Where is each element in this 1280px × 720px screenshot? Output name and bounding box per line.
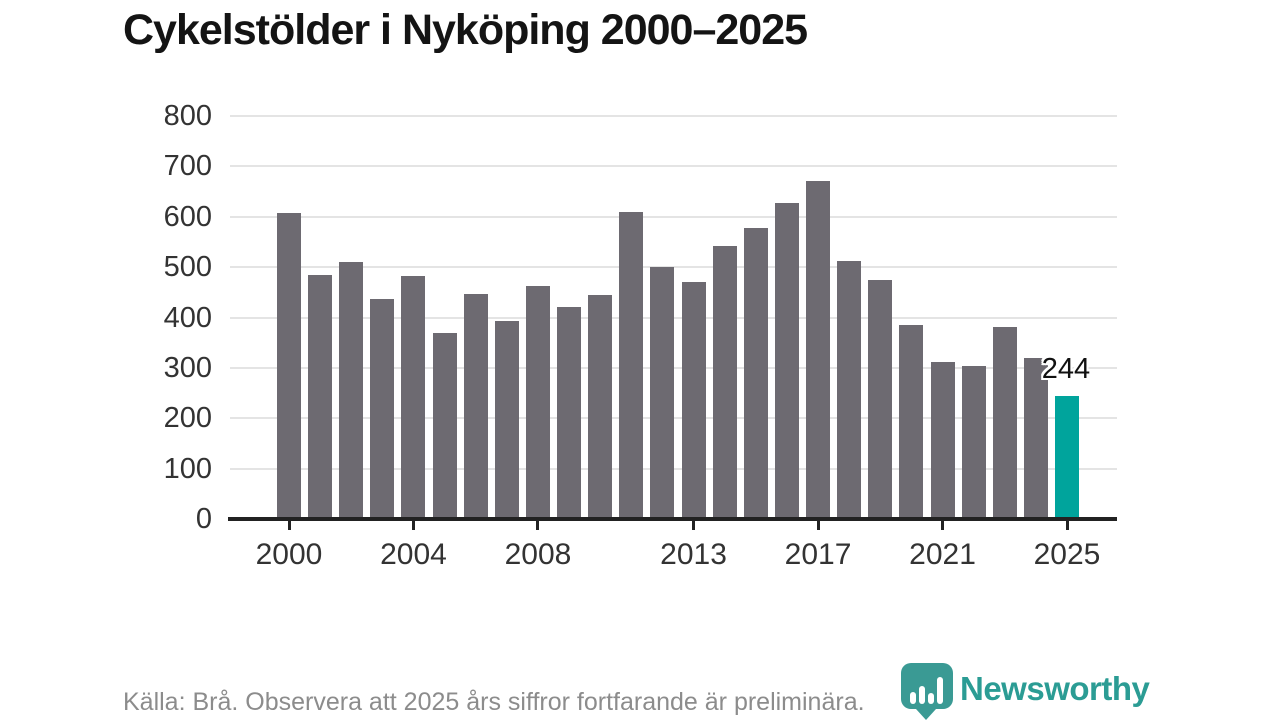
bar-2011 — [619, 211, 644, 519]
bar-2004 — [401, 276, 426, 519]
bar-2012 — [650, 267, 675, 519]
bar-2003 — [370, 299, 395, 519]
newsworthy-wordmark: Newsworthy — [960, 670, 1150, 707]
bar-2018 — [837, 261, 862, 519]
bar-2014 — [712, 245, 737, 519]
y-tick-label-300: 300 — [163, 351, 212, 384]
newsworthy-logo-icon — [901, 663, 953, 720]
gridline-800 — [230, 115, 1117, 117]
bar-2008 — [525, 286, 550, 519]
x-tick-label-2021: 2021 — [909, 538, 976, 571]
x-tick-2017 — [816, 521, 820, 530]
gridline-600 — [230, 215, 1117, 218]
bar-2020 — [899, 324, 924, 519]
bar-2024 — [1023, 357, 1048, 519]
y-tick-label-0: 0 — [195, 503, 212, 535]
x-tick-2000 — [287, 521, 291, 530]
chart-title: Cykelstölder i Nyköping 2000–2025 — [123, 6, 808, 54]
x-tick-label-2017: 2017 — [784, 538, 852, 571]
bar-2022 — [961, 365, 986, 519]
y-tick-label-800: 800 — [163, 100, 212, 132]
bar-2002 — [339, 262, 364, 519]
data-label-2025: 244 — [1041, 353, 1091, 385]
y-tick-label-100: 100 — [163, 452, 212, 485]
bar-2010 — [588, 295, 613, 519]
x-tick-2021 — [941, 521, 945, 530]
y-tick-label-600: 600 — [163, 200, 212, 233]
y-tick-label-200: 200 — [163, 402, 212, 435]
bar-2019 — [868, 280, 893, 519]
y-tick-label-500: 500 — [163, 251, 212, 284]
bar-2023 — [992, 326, 1017, 519]
bar-2009 — [557, 306, 582, 519]
x-tick-label-2000: 2000 — [255, 538, 323, 571]
bar-2021 — [930, 361, 955, 519]
x-tick-2004 — [411, 521, 415, 530]
x-tick-2008 — [536, 521, 540, 530]
x-tick-label-2008: 2008 — [504, 538, 572, 571]
x-tick-label-2004: 2004 — [380, 538, 447, 571]
source-note: Källa: Brå. Observera att 2025 års siffr… — [123, 688, 865, 716]
bar-2015 — [743, 227, 768, 519]
y-tick-label-700: 700 — [163, 150, 212, 183]
bar-2013 — [681, 282, 706, 519]
bar-2005 — [432, 332, 457, 519]
x-tick-label-2013: 2013 — [660, 538, 727, 571]
x-tick-label-2025: 2025 — [1033, 538, 1101, 571]
x-tick-2013 — [692, 521, 696, 530]
bar-2001 — [308, 274, 333, 519]
bar-2025 — [1055, 396, 1079, 519]
bar-2017 — [806, 181, 831, 519]
bar-2000 — [277, 213, 301, 519]
y-tick-label-400: 400 — [163, 301, 212, 334]
gridline-700 — [230, 165, 1117, 168]
x-tick-2025 — [1065, 521, 1069, 530]
x-axis-line — [228, 517, 1117, 521]
bar-2016 — [774, 203, 799, 519]
bar-2007 — [494, 321, 519, 519]
bar-2006 — [463, 294, 488, 519]
